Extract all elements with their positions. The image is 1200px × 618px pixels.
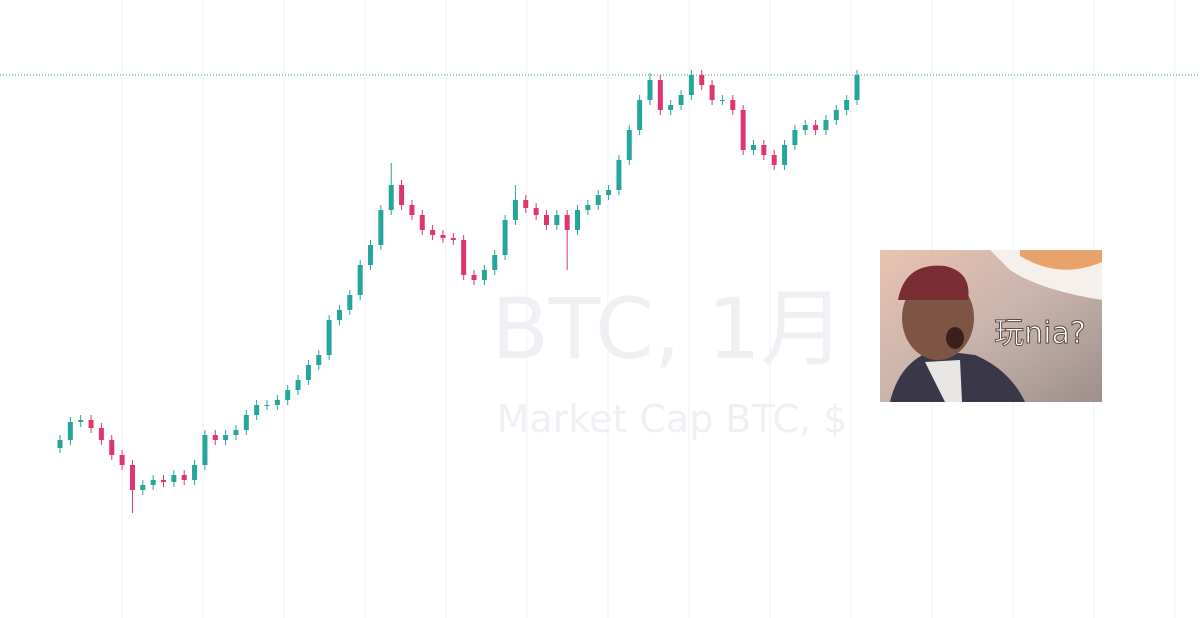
candle-body <box>471 275 477 280</box>
candle-body <box>782 145 788 165</box>
candle-body <box>212 435 218 440</box>
candle-body <box>243 415 249 430</box>
candle-body <box>802 125 808 130</box>
candle-body <box>688 75 694 95</box>
candle-body <box>399 185 405 205</box>
candle-body <box>192 465 198 480</box>
candle-body <box>181 475 187 480</box>
candle-body <box>730 100 736 110</box>
candle-body <box>109 440 115 455</box>
candle-body <box>285 390 291 400</box>
candle-body <box>119 455 125 465</box>
candle-body <box>78 420 84 422</box>
candle-body <box>647 80 653 100</box>
candle-body <box>719 100 725 101</box>
candle-body <box>854 75 860 100</box>
candle-body <box>575 210 581 230</box>
candle-body <box>274 400 280 405</box>
candle-body <box>502 220 508 255</box>
candle-body <box>595 195 601 205</box>
candle-body <box>606 190 612 195</box>
candle-body <box>150 480 156 485</box>
candle-body <box>523 200 529 208</box>
candle-body <box>378 210 384 245</box>
candle-body <box>740 110 746 150</box>
candle-body <box>833 110 839 120</box>
candle-body <box>305 365 311 380</box>
candle-body <box>295 380 301 390</box>
candle-body <box>564 215 570 230</box>
candle-body <box>67 422 73 440</box>
candle-body <box>481 270 487 280</box>
candle-body <box>823 120 829 130</box>
candle-body <box>57 440 63 448</box>
candle-body <box>254 405 260 415</box>
candle-body <box>223 435 229 440</box>
candle-body <box>171 475 177 482</box>
candle-body <box>657 80 663 110</box>
candle-body <box>771 155 777 165</box>
candle-body <box>233 430 239 435</box>
candle-body <box>140 485 146 490</box>
candle-body <box>326 320 332 355</box>
candle-body <box>761 145 767 155</box>
candle-body <box>533 208 539 215</box>
candle-body <box>202 435 208 465</box>
candle-body <box>316 355 322 365</box>
candle-body <box>616 160 622 190</box>
candle-body <box>512 200 518 220</box>
candle-body <box>637 100 643 130</box>
candle-body <box>98 428 104 440</box>
candle-body <box>813 125 819 130</box>
watermark-subtitle: Market Cap BTC, $ <box>497 397 848 441</box>
candle-body <box>336 310 342 320</box>
candle-body <box>709 85 715 100</box>
candle-body <box>461 240 467 275</box>
candle-body <box>409 205 415 215</box>
candle-body <box>264 405 270 406</box>
candle-body <box>792 130 798 145</box>
candle-body <box>585 205 591 210</box>
candle-body <box>844 100 850 110</box>
candle-body <box>161 480 167 482</box>
candle-body <box>450 238 456 240</box>
candle-body <box>750 145 756 150</box>
watermark-title: BTC, 1月 <box>491 280 845 378</box>
candle-body <box>678 95 684 105</box>
candle-body <box>129 465 135 490</box>
candle-body <box>388 185 394 210</box>
candle-body <box>88 420 94 428</box>
candle-body <box>626 130 632 160</box>
candle-body <box>430 230 436 235</box>
candle-body <box>543 215 549 225</box>
candle-body <box>419 215 425 230</box>
candle-body <box>440 235 446 238</box>
candles <box>57 70 860 513</box>
candle-body <box>347 295 353 310</box>
candle-body <box>699 75 705 85</box>
candle-body <box>357 265 363 295</box>
candle-body <box>492 255 498 270</box>
candle-body <box>668 105 674 110</box>
candle-body <box>368 245 374 265</box>
meme-caption: 玩nia? <box>994 316 1086 351</box>
meme-image: 玩nia? <box>880 250 1102 402</box>
candle-body <box>554 215 560 225</box>
